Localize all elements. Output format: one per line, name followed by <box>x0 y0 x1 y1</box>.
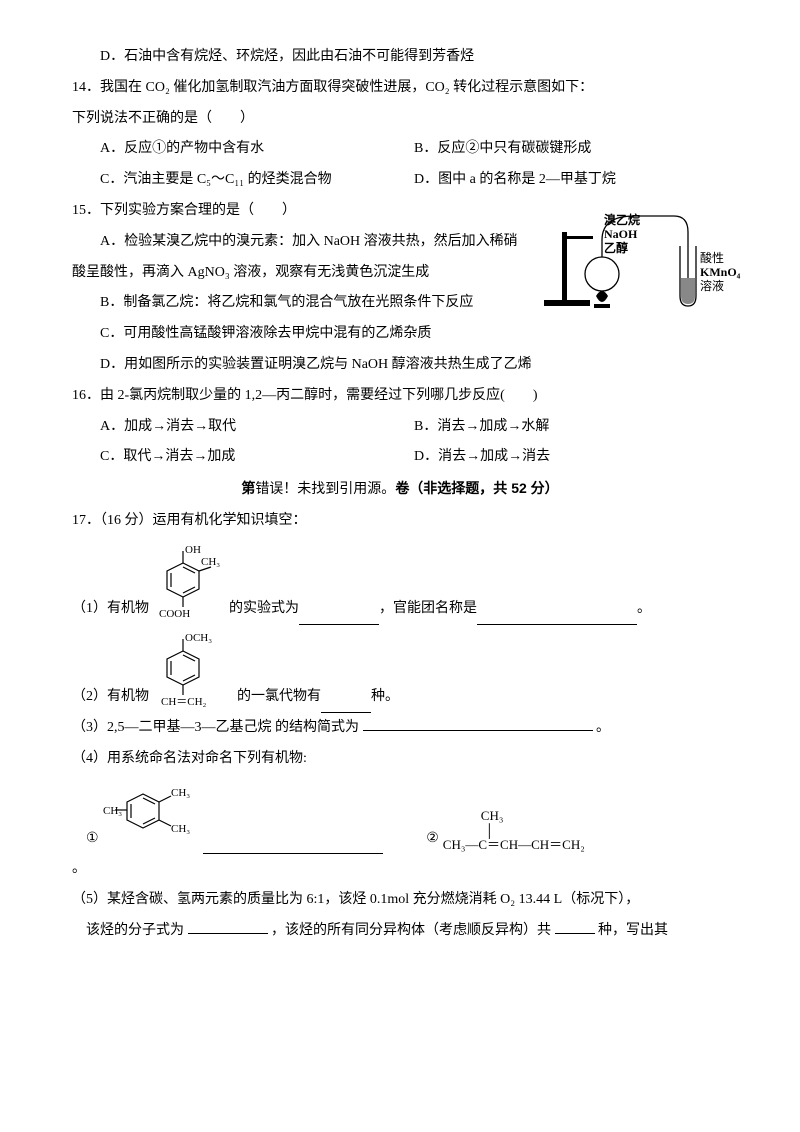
q17-2-mid: 的一氯代物有 <box>237 682 321 713</box>
q17-2-prefix: （2）有机物 <box>72 682 149 713</box>
label-ethanol: 乙醇 <box>604 235 628 261</box>
molecule-3: CH₃ CH₃ CH₃ <box>103 778 199 852</box>
q14-stem: 14．我国在 CO₂ 催化加氢制取汽油方面取得突破性进展，CO₂ 转化过程示意图… <box>72 73 728 104</box>
q17-5-line2: 该烃的分子式为 ，该烃的所有同分异构体（考虑顺反异构）共 种，写出其 <box>72 916 728 947</box>
mol1-cooh: COOH <box>159 608 190 619</box>
q14-row-cd: C．汽油主要是 C₅～C₁₁ 的烃类混合物 D．图中 a 的名称是 2—甲基丁烷 <box>72 165 728 196</box>
q16-b: B．消去→加成→水解 <box>414 412 728 443</box>
option-d-petroleum: D．石油中含有烷烃、环烷烃，因此由石油不可能得到芳香烃 <box>72 42 728 73</box>
blank-3 <box>363 717 593 731</box>
q14-c: C．汽油主要是 C₅～C₁₁ 的烃类混合物 <box>100 165 414 196</box>
q17-1-end: 。 <box>637 594 651 625</box>
mol4-main: CH₃—C＝CH—CH＝CH₂ <box>443 838 585 852</box>
circled-1: ① <box>72 824 99 855</box>
section-err: 错误！未找到引用源。 <box>255 482 395 497</box>
section-prefix: 第 <box>241 480 255 496</box>
q17-2-end: 种。 <box>371 682 399 713</box>
q17-5b: 该烃的分子式为 <box>86 923 184 938</box>
blank-1b <box>477 611 637 625</box>
mol4-top: CH₃ <box>443 809 585 823</box>
svg-text:CH₃: CH₃ <box>103 805 122 817</box>
q17-2: （2）有机物 OCH₃ CH＝CH₂ 的一氯代物有 种。 <box>72 629 728 713</box>
q14-d: D．图中 a 的名称是 2—甲基丁烷 <box>414 165 728 196</box>
q16-row-cd: C．取代→消去→加成 D．消去→加成→消去 <box>72 442 728 473</box>
q17-5-line1: （5）某烃含碳、氢两元素的质量比为 6:1，该烃 0.1mol 充分燃烧消耗 O… <box>72 885 728 916</box>
mol1-ch3: CH₃ <box>201 556 220 568</box>
blank-5b <box>555 920 595 934</box>
svg-text:CH₃: CH₃ <box>171 823 190 835</box>
label-solution: 溶液 <box>700 273 724 299</box>
q17-5d: 种，写出其 <box>598 923 668 938</box>
circled-2: ② <box>426 824 439 855</box>
molecule-4: CH₃ │ CH₃—C＝CH—CH＝CH₂ <box>443 809 585 852</box>
q16-d: D．消去→加成→消去 <box>414 442 728 473</box>
q14-row-ab: A．反应①的产物中含有水 B．反应②中只有碳碳键形成 <box>72 134 728 165</box>
blank-1a <box>299 611 379 625</box>
q15-block: 溴乙烷 NaOH 乙醇 酸性 KMnO₄ 溶液 15．下列实验方案合理的是（ ）… <box>72 196 728 381</box>
q14-a: A．反应①的产物中含有水 <box>100 134 414 165</box>
q17-5c: ，该烃的所有同分异构体（考虑顺反异构）共 <box>271 923 551 938</box>
q17-3: （3）2,5—二甲基—3—乙基己烷 的结构简式为 。 <box>72 713 728 744</box>
q16-c: C．取代→消去→加成 <box>100 442 414 473</box>
q17-4-structures: ① CH₃ CH₃ CH₃ ② CH₃ <box>72 776 728 854</box>
apparatus-diagram: 溴乙烷 NaOH 乙醇 酸性 KMnO₄ 溶液 <box>538 196 728 325</box>
molecule-2: OCH₃ CH＝CH₂ <box>153 631 233 711</box>
svg-text:CH₃: CH₃ <box>171 787 190 799</box>
mol2-och3: OCH₃ <box>185 632 212 644</box>
q17-1: （1）有机物 OH CH₃ COOH 的实验式为 ，官能团名称是 。 <box>72 541 728 625</box>
section-suffix: 卷（非选择题，共 52 分） <box>395 480 558 496</box>
mol2-chch2: CH＝CH₂ <box>161 696 207 707</box>
q17-1-mid1: 的实验式为 <box>229 594 299 625</box>
q16-stem: 16．由 2-氯丙烷制取少量的 1,2—丙二醇时，需要经过下列哪几步反应( ) <box>72 381 728 412</box>
q17-3-text: （3）2,5—二甲基—3—乙基己烷 的结构简式为 <box>72 720 363 735</box>
q17-4-trailing: 。 <box>72 854 728 885</box>
molecule-1: OH CH₃ COOH <box>153 543 225 623</box>
q16-row-ab: A．加成→消去→取代 B．消去→加成→水解 <box>72 412 728 443</box>
section-2-header: 第错误！未找到引用源。卷（非选择题，共 52 分） <box>72 473 728 506</box>
blank-4a <box>203 840 383 854</box>
blank-5a <box>188 920 268 934</box>
q16-stem-text: 16．由 2-氯丙烷制取少量的 1,2—丙二醇时，需要经过下列哪几步反应( ) <box>72 388 538 403</box>
q17-1-mid2: ，官能团名称是 <box>379 594 477 625</box>
q17-3-end: 。 <box>596 720 610 735</box>
q16-a: A．加成→消去→取代 <box>100 412 414 443</box>
q17-1-prefix: （1）有机物 <box>72 594 149 625</box>
q14-b: B．反应②中只有碳碳键形成 <box>414 134 728 165</box>
mol1-oh: OH <box>185 544 201 556</box>
q17-4: （4）用系统命名法对命名下列有机物: <box>72 744 728 775</box>
q17-stem: 17．（16 分）运用有机化学知识填空： <box>72 506 728 537</box>
q15-d: D．用如图所示的实验装置证明溴乙烷与 NaOH 醇溶液共热生成了乙烯 <box>72 350 728 381</box>
q14-substem: 下列说法不正确的是（ ） <box>72 104 728 135</box>
blank-2 <box>321 699 371 713</box>
